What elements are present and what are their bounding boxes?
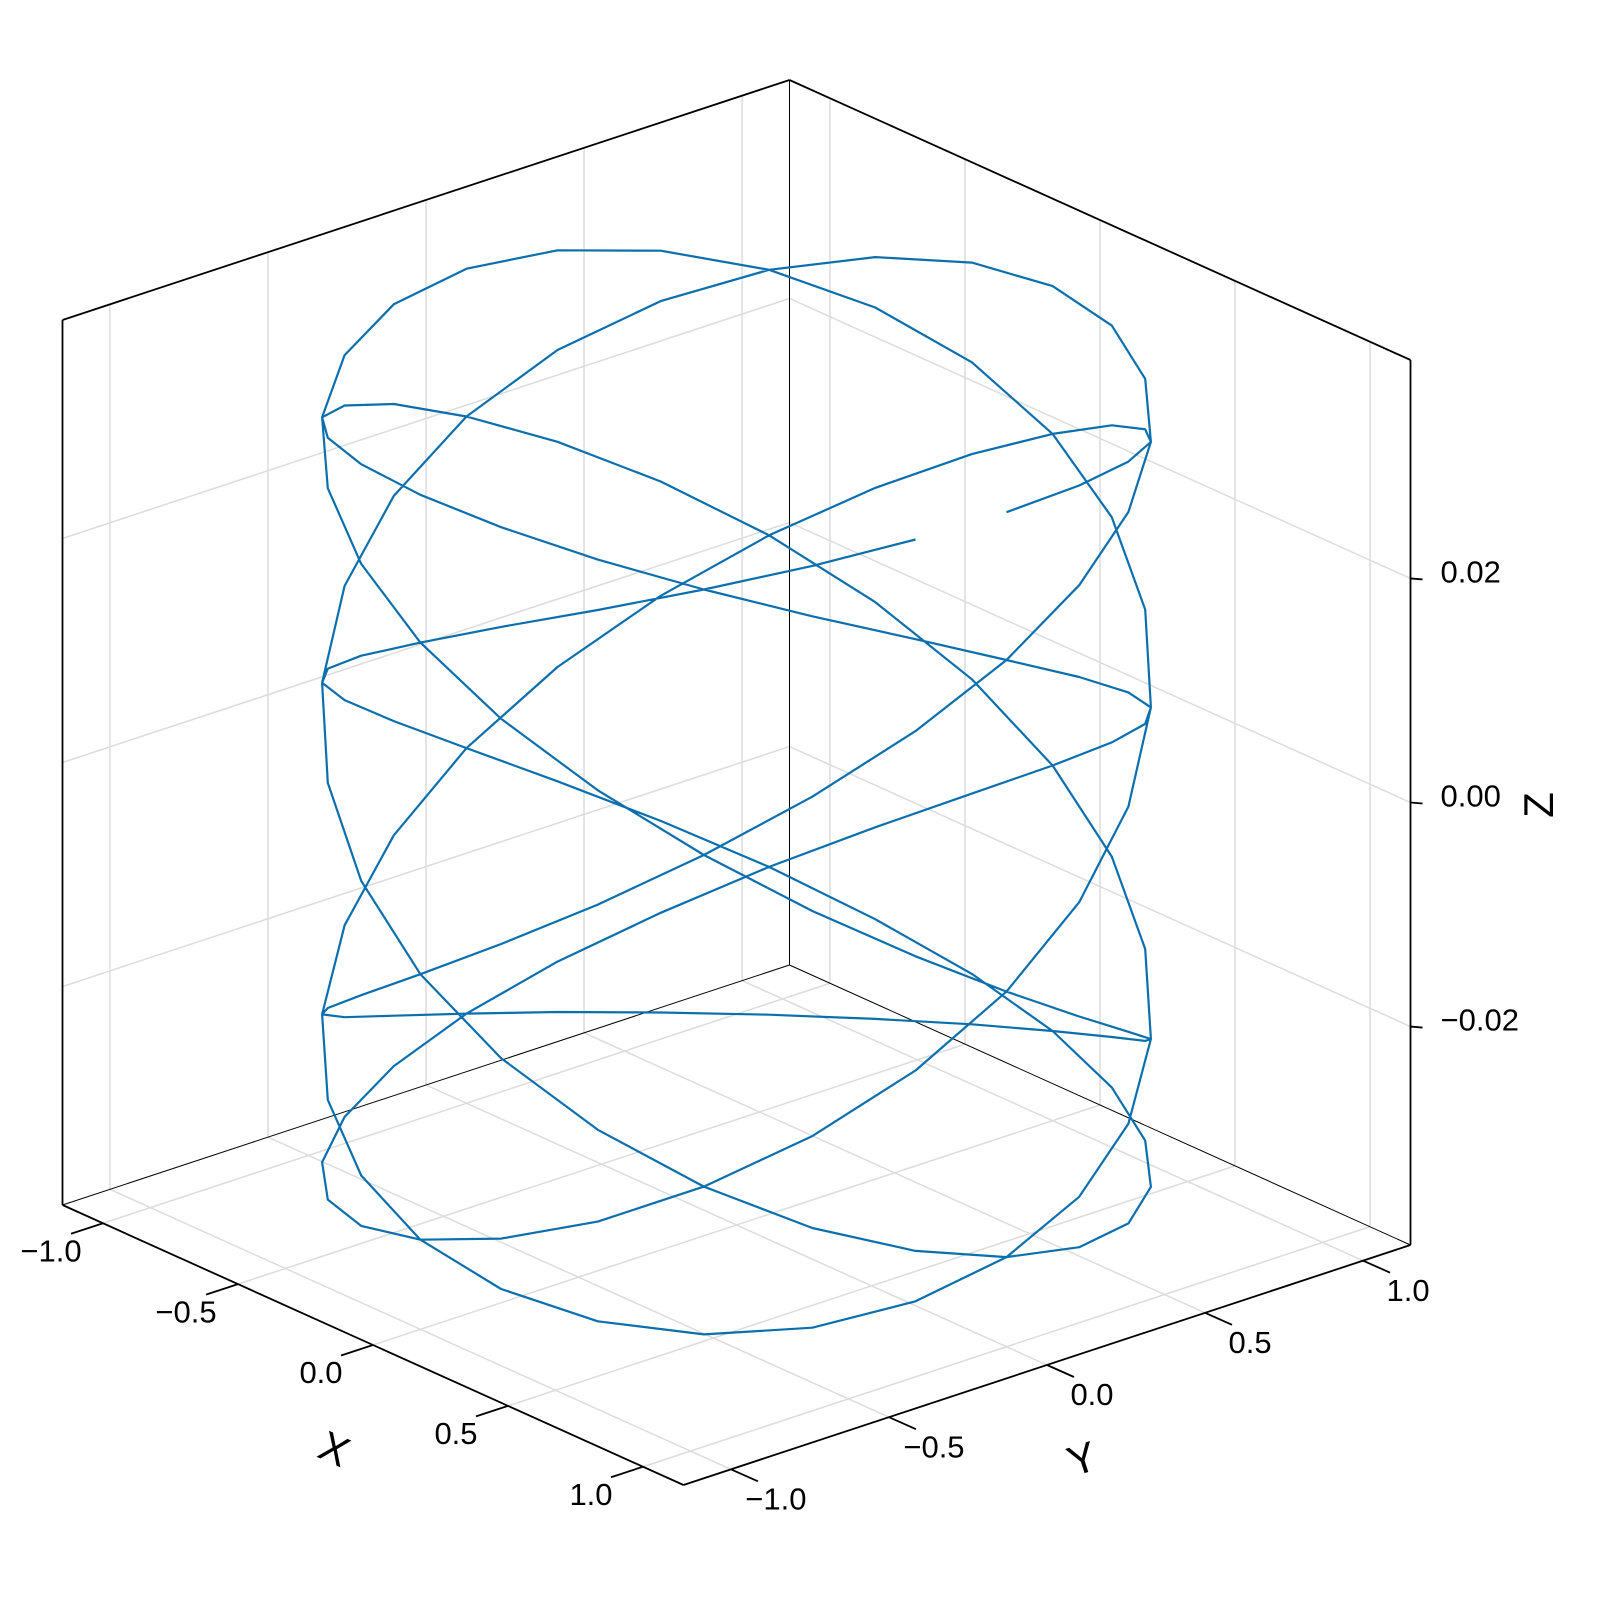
x-tick-label: 0.0 [299,1355,342,1390]
axis-line [62,79,790,321]
tick-mark [1410,801,1423,805]
tick-mark [888,1416,917,1430]
grid-line [267,1136,890,1418]
tick-mark [475,1405,509,1418]
tick-mark [1410,577,1423,581]
x-axis-label: X [312,1422,357,1476]
tick-mark [1204,1312,1233,1326]
grid-line [789,521,1411,804]
x-tick-label: 0.5 [434,1416,477,1451]
plot-data [321,249,1153,1336]
x-tick-label: −0.5 [155,1294,216,1329]
x-tick-label: −1.0 [20,1233,81,1268]
tick-mark [340,1344,374,1357]
y-tick-label: −0.5 [903,1429,964,1464]
y-tick-label: 0.5 [1228,1325,1271,1360]
axis-line [789,79,1411,361]
tick-mark [205,1283,239,1296]
tick-mark [1410,1025,1423,1029]
grid-line [583,1032,1206,1314]
tick-mark [730,1468,759,1483]
back-frame [62,80,1411,1246]
z-tick-label: 0.00 [1441,779,1501,814]
grid-line [425,1084,1048,1366]
grid-line [789,745,1411,1028]
z-tick-label: 0.02 [1441,555,1501,590]
axis-line [62,964,790,1206]
x-tick-label: 1.0 [569,1477,612,1512]
tick-mark [1362,1259,1391,1274]
axes: −1.0 −0.5 0.0 0.5 1.0 −1.0 −0.5 0.0 0.5 1.0 −0.02 0… [20,79,1519,1517]
tick-mark [1046,1364,1075,1378]
y-axis-label: Y [1061,1432,1102,1485]
tick-mark [610,1465,644,1479]
z-tick-label: −0.02 [1441,1003,1519,1038]
y-tick-label: −1.0 [745,1482,806,1517]
y-tick-label: 0.0 [1070,1377,1113,1412]
axis-line [789,964,1411,1246]
grid-line [62,745,790,988]
grid-line [62,297,790,540]
grid-line [109,1188,732,1471]
grid-line [741,979,1364,1262]
data-line [321,249,1153,1336]
grid-line [789,297,1411,580]
z-axis-label: Z [1515,792,1562,818]
y-tick-label: 1.0 [1387,1273,1430,1308]
grid [62,95,1411,1471]
tick-mark [70,1222,104,1235]
